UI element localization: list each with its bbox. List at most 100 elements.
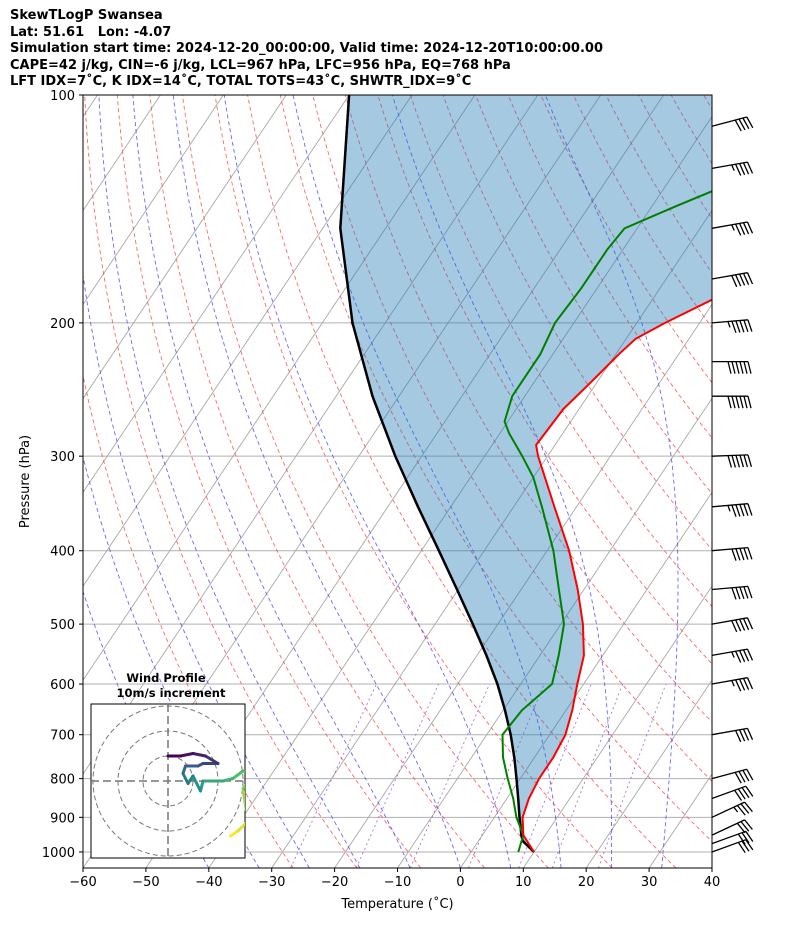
barb-flag: [735, 587, 741, 600]
barb-flag: [742, 618, 750, 631]
barb-flag: [742, 117, 750, 130]
barb-half-flag: [731, 651, 735, 658]
wind-barb: [711, 503, 753, 517]
barb-flag: [742, 649, 750, 662]
barb-flag: [739, 361, 744, 374]
wind-barb: [711, 272, 754, 288]
barb-flag: [735, 274, 742, 287]
barb-flag: [746, 161, 754, 174]
barb-flag: [739, 729, 746, 742]
dry-adiabat: [769, 95, 794, 868]
hodograph-segment: [181, 772, 190, 785]
y-tick-label: 400: [50, 545, 75, 560]
barb-flag: [739, 678, 746, 691]
moist-adiabat: [83, 590, 210, 868]
barb-flag: [739, 223, 746, 235]
barb-shaft: [711, 648, 748, 657]
x-tick-label: −40: [195, 875, 222, 890]
inset-content: [91, 704, 245, 858]
x-tick-label: −60: [69, 875, 96, 890]
barb-flag: [736, 822, 746, 834]
barb-flag: [742, 273, 750, 285]
dewpoint-line: [501, 190, 712, 853]
barb-flag: [742, 728, 750, 741]
wind-barb: [711, 839, 754, 854]
barb-flag: [747, 361, 752, 374]
wind-barb: [711, 801, 753, 818]
barb-flag: [731, 361, 736, 374]
barb-flag: [741, 832, 750, 844]
barb-flag: [735, 619, 742, 632]
dry-adiabat: [83, 373, 294, 868]
hodograph-segment: [241, 769, 245, 774]
dry-adiabat: [214, 95, 613, 868]
dry-adiabat: [475, 95, 712, 495]
barb-flag: [735, 163, 742, 176]
barb-flag: [735, 504, 741, 517]
wind-barb: [711, 319, 753, 334]
barb-flag: [727, 455, 733, 468]
barb-shaft: [711, 272, 748, 280]
barb-flag: [735, 223, 742, 236]
parcel-profile-line: [339, 95, 535, 853]
barb-flag: [735, 455, 741, 468]
barb-flag: [742, 769, 750, 782]
mixing-ratio-line: [468, 683, 545, 868]
barb-flag: [735, 730, 742, 743]
barb-flag: [735, 396, 740, 409]
wind-barb: [711, 617, 754, 633]
moist-adiabat: [223, 95, 512, 868]
y-tick-label: 100: [50, 89, 75, 104]
barb-shaft: [711, 319, 748, 324]
barb-flag: [736, 805, 746, 816]
barb-shaft: [711, 785, 747, 800]
barb-shaft: [711, 503, 748, 508]
barb-flag: [739, 396, 744, 409]
background-grid: [83, 95, 794, 868]
dry-adiabat: [84, 95, 358, 868]
wind-barb: [711, 819, 753, 836]
hodograph-segment: [221, 777, 235, 783]
chart-header: SkewTLogP Swansea Lat: 51.61 Lon: -4.07 Si…: [10, 8, 603, 91]
x-tick-label: 20: [578, 875, 595, 890]
hodograph-segment: [191, 774, 202, 793]
hodograph-segment: [231, 769, 245, 780]
barb-flag: [742, 162, 750, 175]
barb-flag: [727, 396, 732, 409]
barb-flag: [745, 839, 754, 851]
dry-adiabat: [442, 95, 712, 551]
x-axis-label: Temperature (˚C): [340, 896, 453, 912]
barb-flag: [731, 504, 737, 517]
isotherm-line: [711, 867, 712, 868]
mixing-ratio-line: [551, 683, 624, 868]
barb-flag: [743, 319, 749, 333]
barb-flag: [739, 586, 745, 600]
dry-adiabat: [116, 95, 422, 868]
dry-adiabat: [279, 95, 712, 843]
barb-flag: [746, 221, 754, 234]
moist-adiabat: [83, 271, 310, 868]
isotherm-line: [83, 95, 413, 588]
barb-flag: [734, 789, 743, 801]
barb-shaft: [711, 161, 748, 170]
y-tick-label: 800: [50, 773, 75, 788]
y-tick-label: 200: [50, 317, 75, 332]
barb-shaft: [711, 801, 745, 818]
barb-half-flag: [727, 505, 731, 512]
moist-adiabat: [98, 95, 361, 868]
barb-flag: [738, 118, 746, 131]
barb-flag: [739, 163, 746, 176]
wind-barb: [711, 116, 754, 132]
barb-flag: [746, 768, 754, 781]
barb-flag: [747, 396, 752, 409]
barb-flag: [735, 548, 741, 561]
barb-half-flag: [731, 224, 735, 231]
cape-fill: [340, 95, 712, 852]
barb-flag: [740, 821, 750, 832]
barb-flag: [734, 119, 742, 132]
barb-flag: [734, 772, 742, 784]
x-tick-label: −50: [132, 875, 159, 890]
barb-flag: [737, 788, 746, 800]
moist-adiabat: [544, 95, 679, 868]
